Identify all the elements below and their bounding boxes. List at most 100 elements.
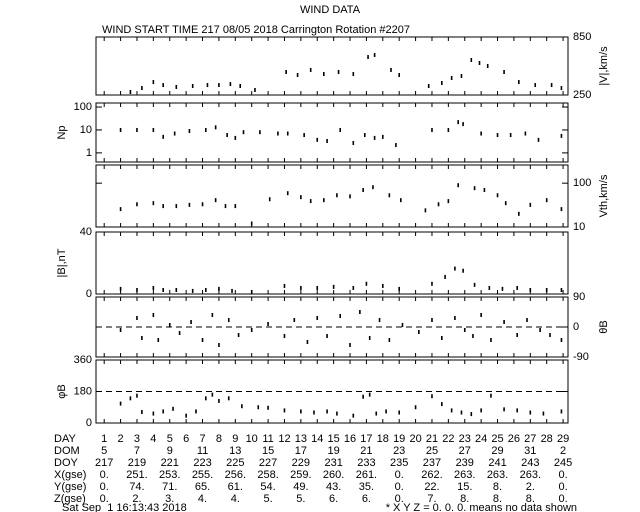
y-axis-label: φB xyxy=(56,384,68,398)
table-cell: 27 xyxy=(524,433,536,445)
data-point xyxy=(227,396,230,401)
data-point xyxy=(503,69,505,74)
data-point xyxy=(437,202,440,207)
y-axis-label: |V|,km/s xyxy=(598,46,610,86)
data-point xyxy=(141,409,143,414)
data-point xyxy=(460,73,463,78)
data-point xyxy=(560,287,563,292)
data-point xyxy=(400,198,402,203)
table-cell: 0. xyxy=(100,493,109,505)
panel-frame xyxy=(95,36,569,96)
table-cell: 3. xyxy=(165,493,174,505)
table-cell: 253. xyxy=(159,469,180,481)
table-cell: 4. xyxy=(231,493,240,505)
table-cell: 221 xyxy=(161,457,179,469)
data-point xyxy=(337,69,340,74)
data-point xyxy=(162,204,164,209)
row-label: DOY xyxy=(54,457,79,469)
data-point xyxy=(395,143,397,148)
data-point xyxy=(441,402,443,407)
y-axis-label: Np xyxy=(56,125,68,139)
table-cell: 9 xyxy=(167,445,173,457)
table-cell: 24 xyxy=(475,433,487,445)
row-label: X(gse) xyxy=(54,469,86,481)
data-point xyxy=(152,127,155,132)
data-point xyxy=(136,202,138,207)
data-point xyxy=(205,396,207,401)
table-cell: 239 xyxy=(456,457,474,469)
table-cell: 35. xyxy=(359,481,374,493)
table-cell: 9 xyxy=(232,433,238,445)
table-cell: 11 xyxy=(197,445,208,457)
table-cell: 1 xyxy=(101,433,107,445)
data-point xyxy=(480,131,482,136)
data-point xyxy=(206,83,209,88)
data-point xyxy=(152,201,155,206)
data-point xyxy=(313,410,315,415)
table-cell: 6. xyxy=(329,493,338,505)
data-point xyxy=(368,392,371,397)
data-point xyxy=(352,72,355,77)
data-point xyxy=(560,207,563,212)
data-point xyxy=(537,137,540,142)
table-cell: 5 xyxy=(101,445,107,457)
data-point xyxy=(473,282,476,287)
data-point xyxy=(303,133,305,138)
table-cell: 3 xyxy=(134,433,140,445)
y-axis-label: θB xyxy=(598,320,610,333)
data-point xyxy=(454,316,456,320)
panel-frame xyxy=(95,231,569,295)
data-point xyxy=(218,343,220,347)
data-point xyxy=(462,122,464,127)
table-cell: 7. xyxy=(427,493,436,505)
y-axis-label: Vth,km/s xyxy=(598,174,610,217)
data-point xyxy=(365,281,368,286)
table-cell: 22. xyxy=(424,481,439,493)
data-point xyxy=(141,86,143,91)
data-point xyxy=(309,67,312,72)
data-point xyxy=(431,127,433,132)
y-tick-label: 1 xyxy=(86,147,92,159)
data-point xyxy=(157,338,160,342)
table-cell: 0. xyxy=(558,469,567,481)
data-point xyxy=(545,287,548,292)
data-point xyxy=(283,283,286,288)
data-point xyxy=(306,340,309,344)
table-cell: 29 xyxy=(491,445,503,457)
data-point xyxy=(136,393,138,398)
data-point xyxy=(201,338,204,342)
data-point xyxy=(136,127,138,132)
data-point xyxy=(336,411,338,416)
data-point xyxy=(478,61,481,66)
table-cell: 21 xyxy=(426,433,438,445)
data-point xyxy=(460,410,463,415)
data-point xyxy=(447,199,450,204)
data-point xyxy=(490,393,492,398)
data-point xyxy=(550,83,553,88)
data-point xyxy=(529,287,532,292)
table-cell: 25 xyxy=(491,433,503,445)
data-point xyxy=(300,285,302,290)
table-cell: 6 xyxy=(183,433,189,445)
table-cell: 227 xyxy=(259,457,277,469)
table-cell: 0. xyxy=(395,493,404,505)
table-cell: 17 xyxy=(295,445,307,457)
data-point xyxy=(201,202,204,207)
table-cell: 21 xyxy=(360,445,372,457)
row-label: Z(gse) xyxy=(54,493,86,505)
table-cell: 243 xyxy=(521,457,539,469)
data-point xyxy=(254,87,256,92)
table-cell: 263. xyxy=(520,469,541,481)
table-cell: 8. xyxy=(460,493,469,505)
data-point xyxy=(529,410,532,415)
chart-subtitle: WIND START TIME 217 08/05 2018 Carringto… xyxy=(102,24,410,36)
table-cell: 23 xyxy=(393,445,405,457)
data-point xyxy=(119,127,122,132)
y-tick-label: 360 xyxy=(74,354,92,366)
data-point xyxy=(175,84,178,89)
table-cell: 231 xyxy=(324,457,342,469)
data-point xyxy=(463,328,466,332)
data-point xyxy=(454,266,456,271)
data-point xyxy=(367,55,369,60)
y-tick-label: 10 xyxy=(573,221,585,233)
